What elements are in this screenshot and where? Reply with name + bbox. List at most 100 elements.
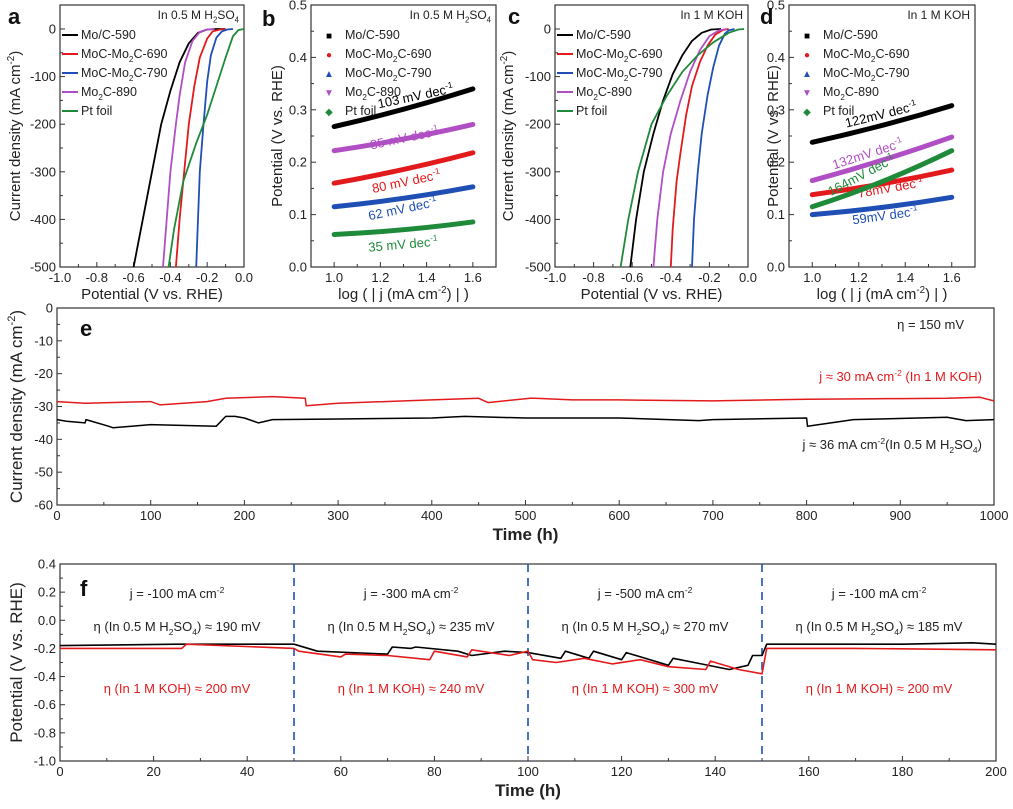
legend-marker: ●	[326, 50, 332, 61]
panel-label: e	[80, 316, 92, 341]
legend-label: MoC-Mo2​C-790	[345, 66, 432, 83]
y-tick-label: -200	[525, 117, 551, 132]
x-tick-label: -0.8	[582, 270, 604, 285]
x-tick-label: 1000	[980, 508, 1009, 523]
x-tick-label: -0.4	[159, 270, 181, 285]
koh-series-label: j ≈ 30 mA cm-2​ (In 1 M KOH)	[818, 368, 982, 384]
legend-label: Pt foil	[576, 104, 607, 118]
legend-label: Mo2​C-890	[576, 85, 632, 102]
y-axis-label: Current density (mA cm-2​)	[6, 310, 26, 503]
y-tick-label: -0.2	[34, 641, 56, 656]
plot-frame	[788, 4, 976, 268]
x-tick-label: 100	[140, 508, 162, 523]
tafel-line	[331, 184, 476, 210]
x-tick-label: 800	[796, 508, 818, 523]
y-axis-label: Potential (V vs. RHE)	[269, 65, 286, 207]
y-tick-label: -1.0	[34, 754, 56, 769]
x-tick-label: 1.6	[464, 270, 482, 285]
overpotential-label: η = 150 mV	[897, 317, 964, 332]
x-tick-label: 1.4	[418, 270, 436, 285]
chart-panel-b: 1.0 1.2 1.4 1.6 0.0 0.1 0.2 0.3 0.4 0.5 b log ( | j…	[262, 0, 497, 303]
y-tick-label: 0.3	[289, 102, 307, 117]
y-tick-label: -50	[34, 465, 53, 480]
y-tick-label: 0.4	[38, 557, 56, 572]
panel-label: c	[508, 4, 520, 29]
segment-koh-overpotential: η (In 1 M KOH) ≈ 200 mV	[806, 681, 953, 696]
legend-marker: ◆	[803, 107, 811, 118]
tafel-line	[331, 121, 476, 154]
y-tick-label: -0.8	[34, 725, 56, 740]
legend-marker: ▲	[324, 69, 334, 80]
series-line	[132, 28, 226, 268]
tafel-line	[809, 103, 955, 145]
panel-label: d	[760, 4, 773, 29]
tafel-line	[331, 86, 476, 130]
y-tick-label: -30	[34, 399, 53, 414]
chart-panel-f: 0 20 40 60 80 100 120 140 160 180 200 0.4 0.2 0.0 -0.2…	[7, 557, 1007, 801]
plot-frame	[59, 4, 245, 268]
panel-label: b	[262, 6, 275, 31]
x-tick-label: 500	[515, 508, 537, 523]
segment-current-label: j = -100 mA cm-2​	[129, 585, 225, 601]
y-tick-label: -100	[525, 69, 551, 84]
tafel-line	[331, 150, 476, 186]
y-tick-label: 0.2	[767, 155, 785, 170]
y-tick-label: 0	[49, 22, 56, 37]
x-axis-label: log ( | j (mA cm-2​) | )	[817, 285, 948, 303]
y-tick-label: 0	[544, 22, 551, 37]
x-axis-label: Potential (V vs. RHE)	[81, 286, 223, 303]
y-tick-label: -400	[525, 212, 551, 227]
y-tick-label: -500	[525, 260, 551, 275]
series-line	[162, 28, 215, 268]
legend-label: MoC-Mo2​C-790	[576, 66, 663, 83]
y-tick-label: 0	[46, 301, 53, 316]
x-tick-label: 1.0	[325, 270, 343, 285]
panel-label: a	[8, 4, 21, 29]
x-tick-label: 20	[146, 764, 160, 779]
legend-label: MoC-Mo2​C-690	[576, 47, 663, 64]
chart-panel-e: 0 100 200 300 400 500 600 700 800 900 1000 0 -10 -20 -…	[6, 301, 1008, 545]
tafel-slope-label: 35 mV dec-1​	[368, 232, 439, 254]
x-tick-label: 1.4	[896, 270, 914, 285]
x-tick-label: 60	[334, 764, 348, 779]
x-tick-label: -0.2	[196, 270, 218, 285]
x-tick-label: 1.2	[371, 270, 389, 285]
y-axis-label: Current density (mA cm-2​)	[6, 51, 24, 221]
legend-label: Mo/C-590	[823, 28, 878, 42]
series-line	[56, 395, 995, 407]
legend-marker: ▲	[802, 69, 812, 80]
legend-label: MoC-Mo2​C-790	[81, 66, 168, 83]
legend-label: Pt foil	[823, 104, 854, 118]
series-line	[60, 643, 997, 675]
x-axis-label: Potential (V vs. RHE)	[581, 286, 723, 303]
x-tick-label: 1.2	[850, 270, 868, 285]
x-tick-label: 160	[798, 764, 820, 779]
y-tick-label: -60	[34, 498, 53, 513]
y-axis-label: Current density (mA cm-2​)	[499, 51, 517, 221]
x-tick-label: 140	[704, 764, 726, 779]
x-tick-label: 40	[240, 764, 254, 779]
x-tick-label: 80	[427, 764, 441, 779]
legend-label: Pt foil	[81, 104, 112, 118]
legend-label: Pt foil	[345, 104, 376, 118]
y-tick-label: -10	[34, 333, 53, 348]
legend-label: MoC-Mo2​C-790	[823, 66, 910, 83]
legend-marker: ■	[804, 31, 810, 42]
series-line	[56, 415, 995, 429]
x-axis-label: Time (h)	[495, 781, 561, 800]
series-line	[59, 642, 997, 671]
legend-marker: ◆	[325, 107, 333, 118]
legend-marker: ●	[804, 50, 810, 61]
y-tick-label: 0.1	[767, 207, 785, 222]
y-tick-label: 0.5	[289, 0, 307, 13]
segment-current-label: j = -500 mA cm-2​	[597, 585, 693, 601]
segment-h2so4-overpotential: η (In 0.5 M H2​SO4​) ≈ 235 mV	[328, 619, 495, 637]
x-tick-label: 900	[889, 508, 911, 523]
x-tick-label: 300	[327, 508, 349, 523]
x-tick-label: -1.0	[49, 270, 71, 285]
x-tick-label: 0.0	[235, 270, 253, 285]
electrolyte-label: In 1 M KOH	[907, 8, 970, 22]
y-tick-label: 0.5	[767, 0, 785, 13]
segment-koh-overpotential: η (In 1 M KOH) ≈ 240 mV	[338, 681, 485, 696]
segment-h2so4-overpotential: η (In 0.5 M H2​SO4​) ≈ 185 mV	[796, 619, 963, 637]
